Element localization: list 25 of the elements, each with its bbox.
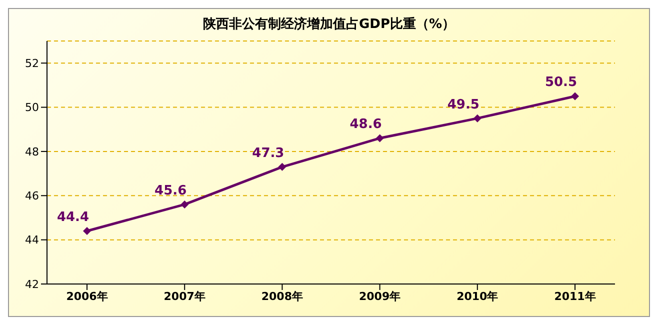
data-label: 45.6 xyxy=(154,183,187,198)
data-label: 47.3 xyxy=(252,146,284,161)
y-tick-label: 46 xyxy=(25,190,39,203)
data-label: 44.4 xyxy=(56,210,90,225)
x-tick-label: 2006年 xyxy=(66,290,108,303)
data-label: 48.6 xyxy=(350,117,382,132)
x-tick-label: 2011年 xyxy=(554,290,596,303)
point xyxy=(180,200,189,208)
x-tick-label: 2010年 xyxy=(456,290,498,303)
y-tick-label: 42 xyxy=(25,278,39,291)
point xyxy=(473,114,482,122)
x-tick-label: 2008年 xyxy=(261,290,304,303)
x-tick-label: 2009年 xyxy=(358,290,401,303)
point xyxy=(83,226,91,235)
data-label: 49.5 xyxy=(447,97,480,112)
point xyxy=(376,134,384,142)
point xyxy=(278,162,286,171)
chart-title: 陕西非公有制经济增加值占GDP比重（%） xyxy=(202,16,456,32)
data-label: 50.5 xyxy=(544,75,578,90)
y-tick-label: 44 xyxy=(25,234,39,247)
x-tick-label: 2007年 xyxy=(164,290,206,303)
y-tick-label: 48 xyxy=(25,145,39,158)
y-tick-label: 50 xyxy=(25,101,39,114)
y-tick-label: 52 xyxy=(25,56,39,70)
point xyxy=(571,92,579,100)
